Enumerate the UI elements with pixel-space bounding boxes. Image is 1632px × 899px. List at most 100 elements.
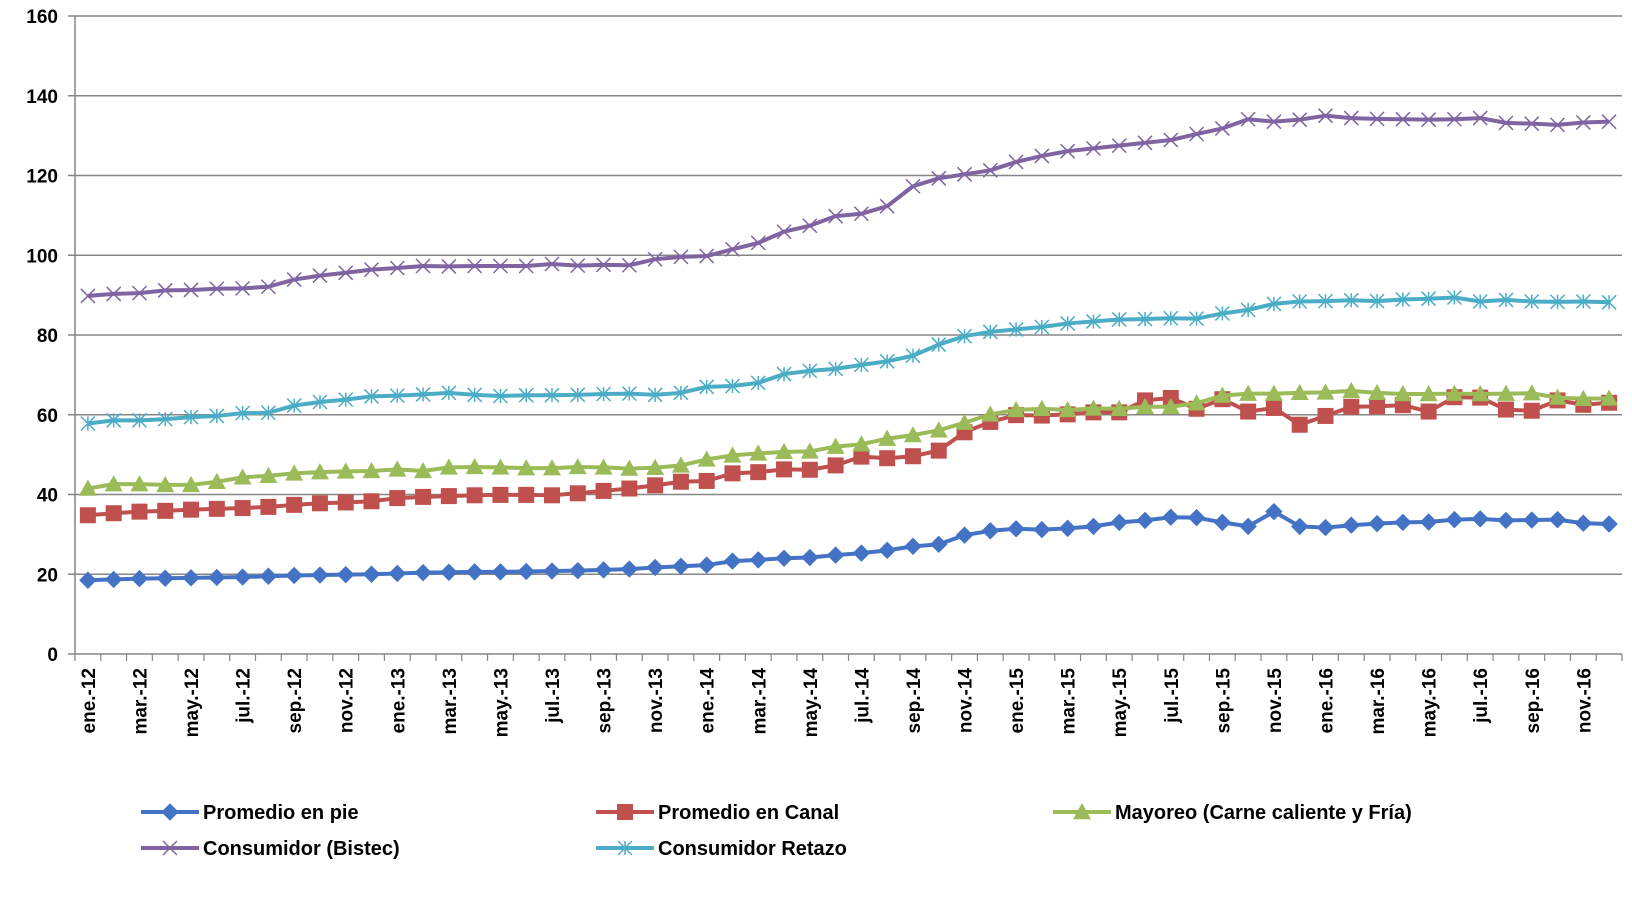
data-point xyxy=(750,375,766,391)
data-point xyxy=(440,488,457,505)
data-point xyxy=(724,378,741,394)
y-tick-label: 100 xyxy=(26,246,58,267)
data-point xyxy=(518,387,534,403)
x-tick-label: jul.-13 xyxy=(543,668,564,724)
legend-item: Consumidor Retazo xyxy=(596,838,847,860)
data-point xyxy=(802,363,818,379)
y-tick-label: 160 xyxy=(26,7,58,28)
data-point xyxy=(879,450,896,467)
series-3 xyxy=(80,108,1617,304)
data-point xyxy=(1550,117,1566,133)
data-point xyxy=(1472,293,1488,310)
y-tick-label: 60 xyxy=(37,406,58,427)
data-point xyxy=(1317,407,1334,424)
data-point xyxy=(568,457,587,475)
data-point xyxy=(723,446,742,463)
data-point xyxy=(337,565,355,584)
data-point xyxy=(312,268,328,284)
data-point xyxy=(1111,311,1127,327)
data-point xyxy=(1060,143,1076,159)
data-point xyxy=(543,487,560,504)
data-point xyxy=(388,460,407,477)
data-point xyxy=(1496,384,1515,401)
data-point xyxy=(1187,394,1206,411)
x-tick-label: sep.-12 xyxy=(285,668,306,733)
data-point xyxy=(1110,399,1129,416)
data-point xyxy=(1110,513,1128,532)
data-point xyxy=(1163,310,1179,326)
data-point xyxy=(570,387,586,403)
data-point xyxy=(647,387,663,403)
data-point xyxy=(647,477,664,494)
data-point xyxy=(1214,120,1230,136)
data-point xyxy=(1420,403,1437,420)
data-point xyxy=(1445,384,1464,401)
data-point xyxy=(621,480,638,497)
data-point xyxy=(465,457,484,475)
data-point xyxy=(285,566,303,585)
data-point xyxy=(441,258,457,274)
data-point xyxy=(235,405,251,421)
data-point xyxy=(1497,401,1514,418)
data-point xyxy=(466,487,483,504)
y-axis: 0 20 40 60 80 100 120 140 160 xyxy=(26,7,76,666)
data-point xyxy=(1213,386,1232,403)
data-point xyxy=(467,387,483,403)
data-point xyxy=(1240,403,1257,420)
data-point xyxy=(259,466,278,483)
data-point xyxy=(1058,519,1077,538)
data-point xyxy=(672,473,689,490)
data-point xyxy=(595,482,612,499)
data-point xyxy=(78,479,97,496)
data-point xyxy=(1575,114,1591,130)
data-point xyxy=(596,257,612,273)
data-point xyxy=(724,465,741,482)
data-point xyxy=(1266,296,1282,312)
x-tick-label: ene.-13 xyxy=(388,668,409,733)
data-point xyxy=(156,475,175,493)
data-point xyxy=(1472,110,1488,126)
data-point xyxy=(828,361,844,377)
data-point xyxy=(492,486,509,503)
data-point xyxy=(802,218,818,234)
data-point xyxy=(1317,293,1334,309)
y-tick-label: 80 xyxy=(37,326,58,347)
data-point xyxy=(1239,517,1257,536)
x-tick-label: nov.-14 xyxy=(956,668,977,734)
data-point xyxy=(467,258,483,274)
data-point xyxy=(1084,517,1103,536)
data-point xyxy=(130,475,149,492)
data-point xyxy=(617,840,633,856)
x-tick-label: ene.-14 xyxy=(698,668,719,734)
data-point xyxy=(233,568,252,586)
data-point xyxy=(415,488,432,505)
data-point xyxy=(183,501,200,518)
x-tick-label: nov.-16 xyxy=(1574,668,1595,733)
data-point xyxy=(1213,513,1232,532)
data-point xyxy=(620,560,639,578)
data-point xyxy=(903,426,922,443)
data-point xyxy=(1214,305,1230,321)
data-point xyxy=(1395,291,1411,308)
data-point xyxy=(105,505,122,522)
data-point xyxy=(1161,397,1180,414)
data-point xyxy=(389,388,405,404)
x-tick-label: mar.-13 xyxy=(440,668,461,735)
data-point xyxy=(750,464,767,481)
data-point xyxy=(338,392,354,408)
data-point xyxy=(621,386,637,402)
data-point xyxy=(1291,517,1309,536)
data-point xyxy=(131,412,147,428)
data-point xyxy=(956,166,973,182)
data-point xyxy=(1600,515,1618,533)
data-point xyxy=(234,500,251,517)
data-point xyxy=(1393,385,1412,402)
data-point xyxy=(1008,154,1024,170)
x-tick-label: may.-13 xyxy=(491,668,512,737)
data-point xyxy=(311,495,328,512)
data-point xyxy=(415,386,431,402)
data-point xyxy=(828,208,844,224)
data-point xyxy=(439,458,458,475)
data-point xyxy=(1343,110,1359,126)
